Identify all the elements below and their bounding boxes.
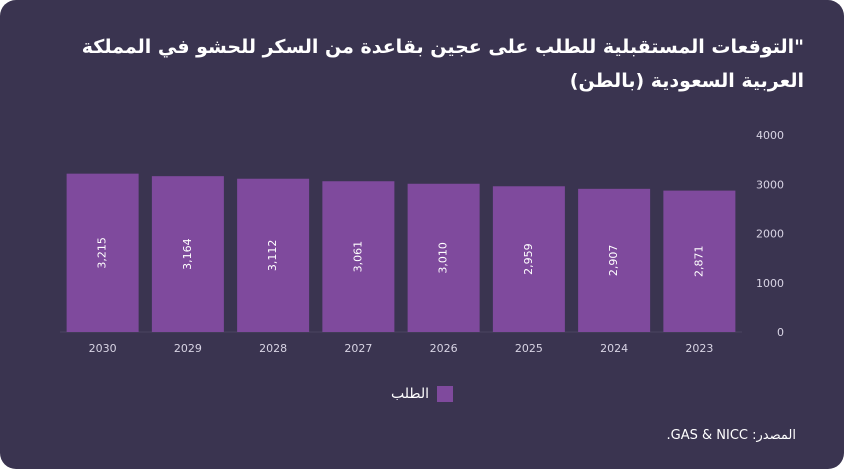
chart-title: "التوقعات المستقبلية للطلب على عجين بقاع…	[81, 36, 804, 92]
bar-data-label: 3,061	[351, 241, 364, 273]
x-tick-label: 2026	[430, 342, 458, 355]
bar-data-label: 2,871	[692, 246, 705, 278]
bar	[492, 186, 565, 332]
legend: الطلب	[0, 386, 844, 402]
bar	[322, 181, 395, 332]
bar-data-label: 3,215	[96, 237, 109, 269]
x-tick-label: 2024	[600, 342, 628, 355]
source-note: المصدر: GAS & NICC.	[666, 428, 796, 443]
y-tick-label: 0	[777, 326, 784, 339]
bar	[578, 188, 651, 332]
bar	[237, 178, 310, 332]
legend-label: الطلب	[390, 386, 430, 402]
x-tick-label: 2030	[89, 342, 117, 355]
bar-data-label: 2,959	[522, 243, 535, 275]
x-tick-label: 2028	[259, 342, 287, 355]
x-tick-label: 2023	[685, 342, 713, 355]
x-tick-label: 2025	[515, 342, 543, 355]
bar-data-label: 3,010	[437, 242, 450, 274]
legend-swatch	[437, 386, 454, 402]
y-tick-label: 3000	[756, 178, 784, 191]
bar	[151, 176, 224, 332]
x-tick-label: 2029	[174, 342, 202, 355]
y-tick-label: 1000	[756, 277, 784, 290]
bar	[66, 173, 139, 332]
bar-data-label: 2,907	[607, 245, 620, 277]
bar	[407, 183, 480, 332]
bar	[663, 190, 736, 332]
bar-data-label: 3,164	[181, 238, 194, 269]
x-tick-label: 2027	[344, 342, 372, 355]
y-tick-label: 2000	[756, 228, 784, 241]
bar-data-label: 3,112	[266, 240, 279, 272]
y-tick-label: 4000	[756, 129, 784, 142]
